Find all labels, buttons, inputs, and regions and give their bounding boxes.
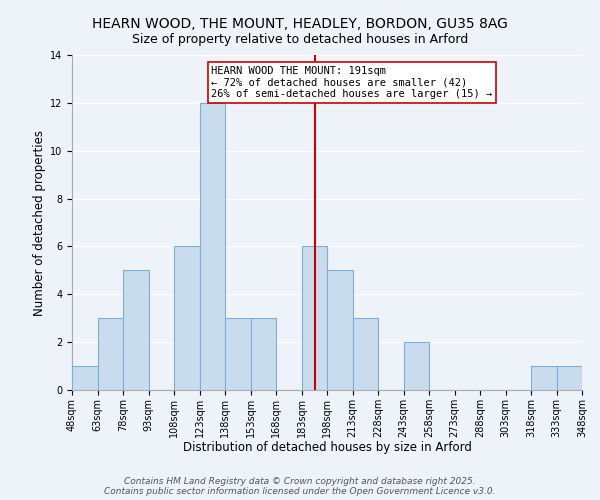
Bar [531,366,557,390]
Text: Contains HM Land Registry data © Crown copyright and database right 2025.
Contai: Contains HM Land Registry data © Crown c… [104,476,496,496]
Bar [199,103,225,390]
Bar [97,318,123,390]
Bar [404,342,429,390]
Text: HEARN WOOD THE MOUNT: 191sqm
← 72% of detached houses are smaller (42)
26% of se: HEARN WOOD THE MOUNT: 191sqm ← 72% of de… [211,66,493,99]
Bar [174,246,199,390]
Bar [225,318,251,390]
Bar [327,270,353,390]
Bar [302,246,327,390]
Bar [557,366,582,390]
Bar [72,366,97,390]
Bar [353,318,378,390]
Text: Size of property relative to detached houses in Arford: Size of property relative to detached ho… [132,32,468,46]
X-axis label: Distribution of detached houses by size in Arford: Distribution of detached houses by size … [182,441,472,454]
Text: HEARN WOOD, THE MOUNT, HEADLEY, BORDON, GU35 8AG: HEARN WOOD, THE MOUNT, HEADLEY, BORDON, … [92,18,508,32]
Bar [123,270,149,390]
Bar [251,318,276,390]
Y-axis label: Number of detached properties: Number of detached properties [33,130,46,316]
